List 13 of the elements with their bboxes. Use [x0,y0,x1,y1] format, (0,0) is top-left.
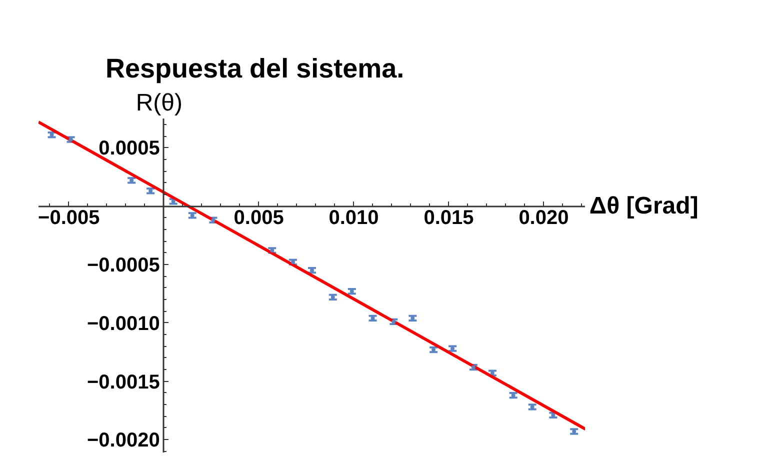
y-tick-label: −0.0005 [87,254,160,276]
x-axis-title: Δθ [Grad] [589,192,698,220]
y-tick-label: −0.0015 [87,371,160,394]
x-tick-label: −0.005 [38,207,100,230]
chart-title: Respuesta del sistema. [106,54,404,84]
x-tick-label: 0.020 [518,207,569,230]
y-tick-label: −0.0020 [87,430,160,452]
y-axis-title: R(θ) [136,90,183,116]
x-tick-label: 0.010 [328,207,379,230]
x-tick-label: 0.015 [424,207,474,230]
x-tick-label: 0.005 [234,207,284,230]
y-tick-label: 0.0005 [98,138,160,160]
y-tick-label: −0.0010 [87,312,160,335]
